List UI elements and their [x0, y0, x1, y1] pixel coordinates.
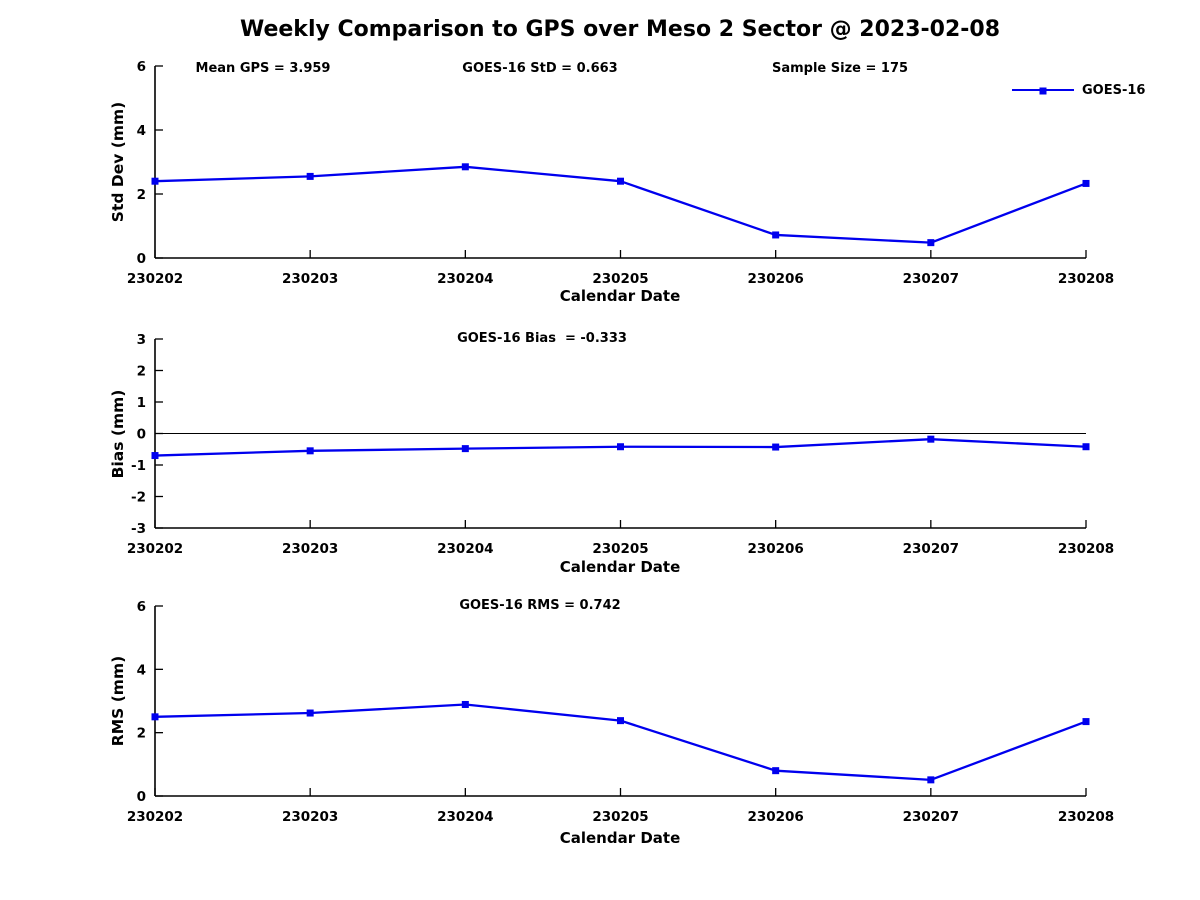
data-point-marker	[1082, 443, 1090, 451]
data-point-marker	[617, 717, 624, 725]
y-tick-label: 2	[137, 726, 146, 742]
x-tick-label: 230205	[592, 809, 648, 825]
data-point-marker	[306, 447, 314, 455]
annotation-goes16-std: GOES-16 StD = 0.663	[462, 61, 618, 76]
x-tick-label: 230205	[592, 271, 648, 287]
data-point-marker	[927, 239, 935, 247]
x-tick-label: 230208	[1058, 541, 1114, 557]
y-tick-label: -1	[131, 458, 146, 474]
annotation-goes16-rms: GOES-16 RMS = 0.742	[459, 598, 621, 613]
y-tick-label: -3	[131, 521, 146, 537]
data-point-marker	[772, 767, 780, 775]
x-tick-label: 230203	[282, 271, 338, 287]
data-point-marker	[461, 163, 469, 171]
x-tick-label: 230204	[437, 541, 493, 557]
x-axis-title-top: Calendar Date	[559, 287, 681, 305]
series-line	[154, 703, 1087, 781]
legend-square-marker-icon	[1039, 87, 1047, 95]
y-tick-label: 4	[137, 662, 146, 678]
x-axis-title-bottom: Calendar Date	[559, 829, 681, 847]
legend-label: GOES-16	[1082, 82, 1146, 98]
annotation-mean-gps: Mean GPS = 3.959	[195, 61, 331, 76]
data-point-marker	[927, 435, 935, 443]
x-tick-label: 230207	[903, 541, 959, 557]
y-tick-label: 2	[137, 364, 146, 380]
data-point-marker	[772, 443, 780, 451]
data-point-marker	[151, 713, 159, 721]
x-tick-label: 230206	[747, 271, 803, 287]
data-point-marker	[151, 177, 159, 185]
data-point-marker	[1082, 179, 1090, 187]
data-point-marker	[461, 700, 469, 708]
x-tick-label: 230204	[437, 809, 493, 825]
data-point-marker	[306, 709, 314, 717]
x-tick-label: 230208	[1058, 809, 1114, 825]
x-tick-label: 230202	[127, 809, 183, 825]
y-tick-label: 0	[137, 789, 146, 805]
annotation-sample-size: Sample Size = 175	[771, 61, 909, 76]
x-tick-label: 230207	[903, 271, 959, 287]
legend: GOES-16	[1012, 82, 1145, 98]
data-point-marker	[617, 177, 624, 185]
y-tick-label: 4	[137, 123, 146, 139]
x-tick-label: 230206	[747, 809, 803, 825]
y-tick-label: 0	[137, 251, 146, 267]
x-tick-label: 230208	[1058, 271, 1114, 287]
x-tick-label: 230203	[282, 809, 338, 825]
y-tick-label: 2	[137, 187, 146, 203]
x-tick-label: 230202	[127, 271, 183, 287]
y-tick-label: 3	[137, 332, 146, 348]
annotation-goes16-bias: GOES-16 Bias = -0.333	[457, 331, 627, 346]
x-tick-label: 230207	[903, 809, 959, 825]
data-point-marker	[306, 172, 314, 180]
data-point-marker	[772, 231, 780, 239]
figure-title: Weekly Comparison to GPS over Meso 2 Sec…	[239, 17, 1001, 42]
x-tick-label: 230205	[592, 541, 648, 557]
data-point-marker	[927, 776, 935, 784]
data-point-marker	[461, 445, 469, 453]
legend-line-swatch	[1012, 87, 1074, 95]
y-tick-label: -2	[131, 490, 146, 506]
y-tick-label: 0	[137, 427, 146, 443]
data-point-marker	[151, 452, 159, 460]
x-axis-title-middle: Calendar Date	[559, 558, 681, 576]
x-tick-label: 230204	[437, 271, 493, 287]
y-tick-label: 1	[137, 395, 146, 411]
data-point-marker	[1082, 718, 1090, 726]
data-point-marker	[617, 443, 624, 451]
x-tick-label: 230202	[127, 541, 183, 557]
y-tick-label: 6	[137, 599, 146, 615]
y-tick-label: 6	[137, 59, 146, 75]
x-tick-label: 230206	[747, 541, 803, 557]
x-tick-label: 230203	[282, 541, 338, 557]
